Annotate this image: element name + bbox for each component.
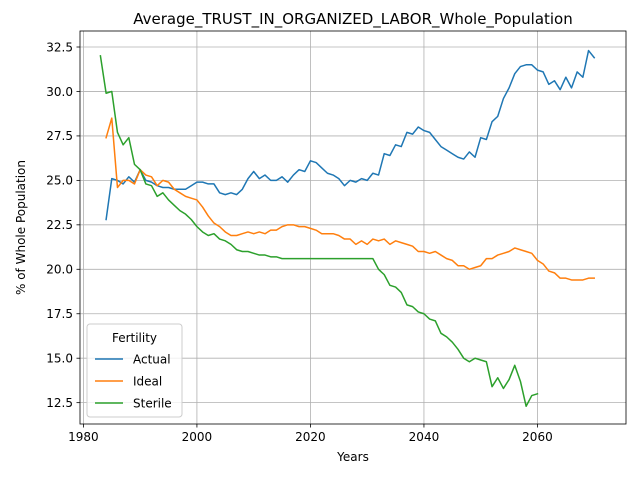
y-tick-label: 17.5 [46, 307, 73, 321]
y-tick-label: 27.5 [46, 129, 73, 143]
y-tick-label: 22.5 [46, 218, 73, 232]
x-tick-label: 2020 [295, 430, 326, 444]
chart-title: Average_TRUST_IN_ORGANIZED_LABOR_Whole_P… [133, 10, 573, 29]
legend-box [86, 323, 183, 418]
y-tick-label: 12.5 [46, 396, 73, 410]
x-tick-label: 2040 [409, 430, 440, 444]
legend-label-ideal: Ideal [133, 375, 162, 389]
y-tick-label: 25.0 [46, 174, 73, 188]
series-line-ideal [105, 117, 595, 281]
y-axis-ticks: 12.5 15.0 17.5 20.0 22.5 25.0 27.5 30.0 32.5 [46, 40, 80, 410]
x-tick-label: 2000 [182, 430, 213, 444]
legend: Fertility Actual Ideal Sterile [86, 323, 183, 418]
x-tick-label: 1980 [68, 430, 99, 444]
legend-label-actual: Actual [133, 353, 171, 367]
x-axis-label: Years [336, 450, 369, 464]
series-lines [99, 49, 596, 407]
legend-items: Actual Ideal Sterile [95, 353, 172, 411]
y-tick-label: 30.0 [46, 85, 73, 99]
y-tick-label: 32.5 [46, 40, 73, 54]
y-axis-label: % of Whole Population [14, 160, 28, 295]
y-tick-label: 15.0 [46, 352, 73, 366]
legend-title: Fertility [112, 331, 157, 345]
plot-frame [79, 30, 627, 425]
legend-label-sterile: Sterile [133, 397, 172, 411]
series-line-actual [105, 49, 596, 221]
x-tick-label: 2060 [522, 430, 553, 444]
series-line-sterile [99, 55, 539, 407]
x-axis-ticks: 1980 2000 2020 2040 2060 [68, 424, 553, 444]
y-tick-label: 20.0 [46, 263, 73, 277]
